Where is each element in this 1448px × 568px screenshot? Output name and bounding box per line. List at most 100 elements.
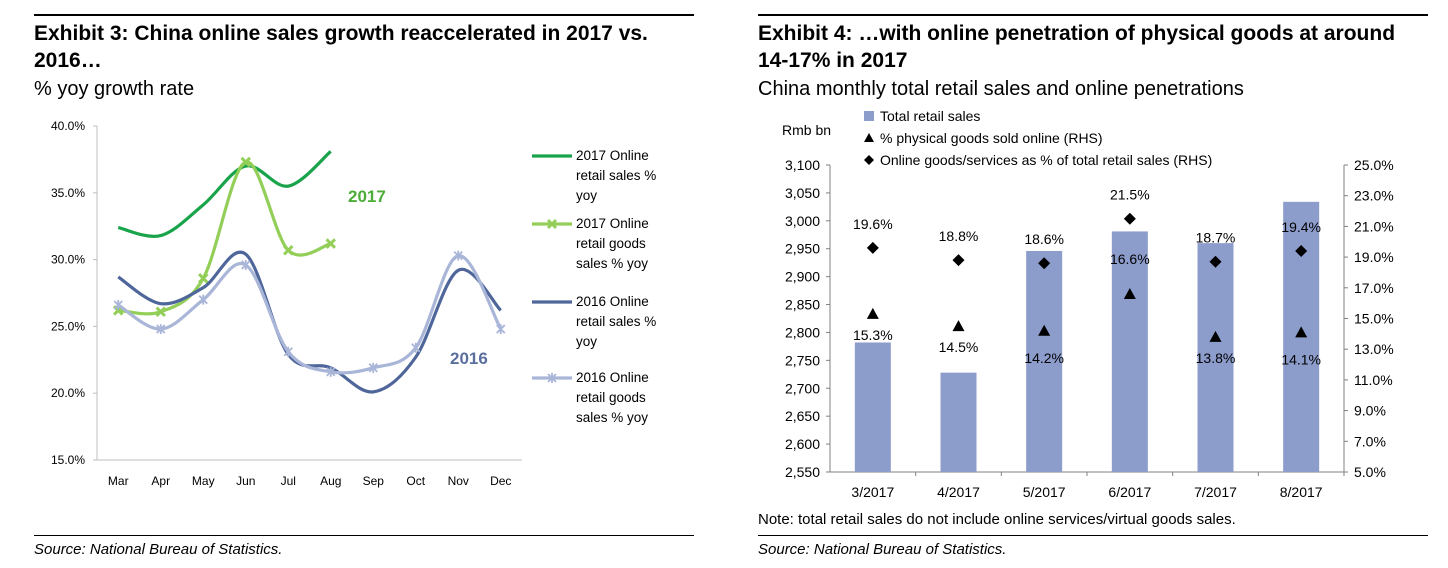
y2-tick-label: 11.0% bbox=[1354, 372, 1393, 388]
legend-swatch-bar bbox=[864, 111, 874, 121]
legend-label: 2017 Online bbox=[576, 148, 649, 163]
data-point bbox=[240, 156, 252, 168]
y2-tick-label: 23.0% bbox=[1354, 188, 1394, 204]
diamond-point bbox=[1295, 244, 1308, 257]
triangle-label: 15.3% bbox=[853, 327, 893, 343]
x-tick-label: 7/2017 bbox=[1194, 484, 1237, 500]
y-tick-label: 2,800 bbox=[785, 324, 820, 340]
legend-label: retail sales % bbox=[576, 314, 656, 329]
y-tick-label: 2,850 bbox=[785, 297, 820, 313]
legend-label: sales % yoy bbox=[576, 410, 648, 425]
triangle-label: 14.5% bbox=[939, 339, 979, 355]
bar bbox=[1111, 231, 1148, 472]
chart-subtitle: China monthly total retail sales and onl… bbox=[758, 78, 1244, 100]
y2-tick-label: 7.0% bbox=[1354, 433, 1386, 449]
triangle-point bbox=[1038, 324, 1051, 336]
x-tick-label: Aug bbox=[320, 474, 341, 488]
diamond-point bbox=[1123, 212, 1136, 225]
triangle-label: 14.2% bbox=[1024, 350, 1064, 366]
diamond-point bbox=[866, 241, 879, 254]
x-tick-label: Sep bbox=[363, 474, 385, 488]
y2-tick-label: 15.0% bbox=[1354, 311, 1394, 327]
x-tick-label: Mar bbox=[108, 474, 129, 488]
bar bbox=[854, 342, 891, 472]
legend-label: 2017 Online bbox=[576, 216, 649, 231]
exhibit3-panel: Exhibit 3: China online sales growth rea… bbox=[0, 0, 720, 568]
diamond-point bbox=[1038, 257, 1051, 270]
triangle-point bbox=[1209, 330, 1222, 342]
data-point bbox=[496, 324, 506, 335]
data-point bbox=[368, 362, 378, 373]
y-tick-label: 25.0% bbox=[51, 319, 85, 333]
x-tick-label: Oct bbox=[406, 474, 425, 488]
y2-tick-label: 5.0% bbox=[1354, 464, 1386, 480]
bottom-rule bbox=[34, 535, 694, 536]
y-tick-label: 35.0% bbox=[51, 186, 85, 200]
legend-marker bbox=[547, 373, 557, 383]
bottom-rule bbox=[758, 535, 1428, 536]
series-line-4 bbox=[117, 254, 503, 375]
triangle-point bbox=[1123, 287, 1136, 299]
y-tick-label: 15.0% bbox=[51, 453, 85, 467]
y-axis-label: Rmb bn bbox=[782, 122, 831, 138]
y-tick-label: 2,650 bbox=[785, 408, 820, 424]
source-note: Source: National Bureau of Statistics. bbox=[34, 541, 283, 558]
y-tick-label: 2,600 bbox=[785, 436, 820, 452]
legend-label: 2016 Online bbox=[576, 294, 649, 309]
x-tick-label: Dec bbox=[490, 474, 511, 488]
bar bbox=[1197, 243, 1234, 472]
y-tick-label: 2,750 bbox=[785, 352, 820, 368]
legend-label: 2016 Online bbox=[576, 370, 649, 385]
diamond-label: 19.6% bbox=[853, 216, 893, 232]
data-point bbox=[325, 238, 337, 249]
diamond-label: 19.4% bbox=[1281, 219, 1321, 235]
y-tick-label: 20.0% bbox=[51, 386, 85, 400]
data-point bbox=[155, 306, 167, 317]
chart-note: Note: total retail sales do not include … bbox=[758, 511, 1236, 528]
chart-title: Exhibit 4: …with online penetration of p… bbox=[758, 22, 1396, 72]
legend-label: yoy bbox=[576, 334, 597, 349]
y2-tick-label: 9.0% bbox=[1354, 403, 1386, 419]
source-note: Source: National Bureau of Statistics. bbox=[758, 541, 1007, 558]
data-point bbox=[453, 250, 463, 261]
data-point bbox=[198, 294, 208, 305]
y2-tick-label: 17.0% bbox=[1354, 280, 1394, 296]
legend-label: retail sales % bbox=[576, 168, 656, 183]
data-point bbox=[241, 259, 251, 270]
data-point bbox=[197, 273, 209, 284]
legend-swatch-diamond bbox=[864, 155, 874, 165]
data-point bbox=[411, 342, 421, 353]
x-tick-label: 8/2017 bbox=[1280, 484, 1323, 500]
y-tick-label: 2,900 bbox=[785, 269, 820, 285]
diamond-label: 21.5% bbox=[1110, 187, 1150, 203]
data-point bbox=[326, 366, 336, 377]
exhibit4-panel: Exhibit 4: …with online penetration of p… bbox=[724, 0, 1448, 568]
legend-swatch-triangle bbox=[864, 133, 874, 142]
data-point bbox=[282, 244, 294, 256]
legend-label: yoy bbox=[576, 188, 597, 203]
top-rule bbox=[758, 14, 1428, 16]
series-line-1 bbox=[117, 150, 332, 238]
triangle-label: 13.8% bbox=[1196, 350, 1236, 366]
y-tick-label: 3,050 bbox=[785, 185, 820, 201]
x-tick-label: 3/2017 bbox=[851, 484, 894, 500]
x-tick-label: 5/2017 bbox=[1023, 484, 1066, 500]
diamond-label: 18.7% bbox=[1196, 230, 1236, 246]
data-point bbox=[156, 324, 166, 335]
x-tick-label: Jul bbox=[281, 474, 296, 488]
legend-marker bbox=[546, 218, 558, 230]
y-tick-label: 2,550 bbox=[785, 464, 820, 480]
y-tick-label: 3,000 bbox=[785, 213, 820, 229]
top-rule bbox=[34, 14, 694, 16]
y-tick-label: 30.0% bbox=[51, 253, 85, 267]
legend-label: Online goods/services as % of total reta… bbox=[880, 152, 1212, 168]
x-tick-label: 4/2017 bbox=[937, 484, 980, 500]
y2-tick-label: 25.0% bbox=[1354, 157, 1394, 173]
diamond-point bbox=[952, 254, 965, 267]
triangle-point bbox=[1295, 326, 1308, 338]
bar bbox=[940, 372, 977, 472]
data-point bbox=[113, 300, 123, 311]
bar bbox=[1026, 250, 1063, 472]
triangle-point bbox=[866, 307, 879, 319]
legend-label: Total retail sales bbox=[880, 108, 980, 124]
